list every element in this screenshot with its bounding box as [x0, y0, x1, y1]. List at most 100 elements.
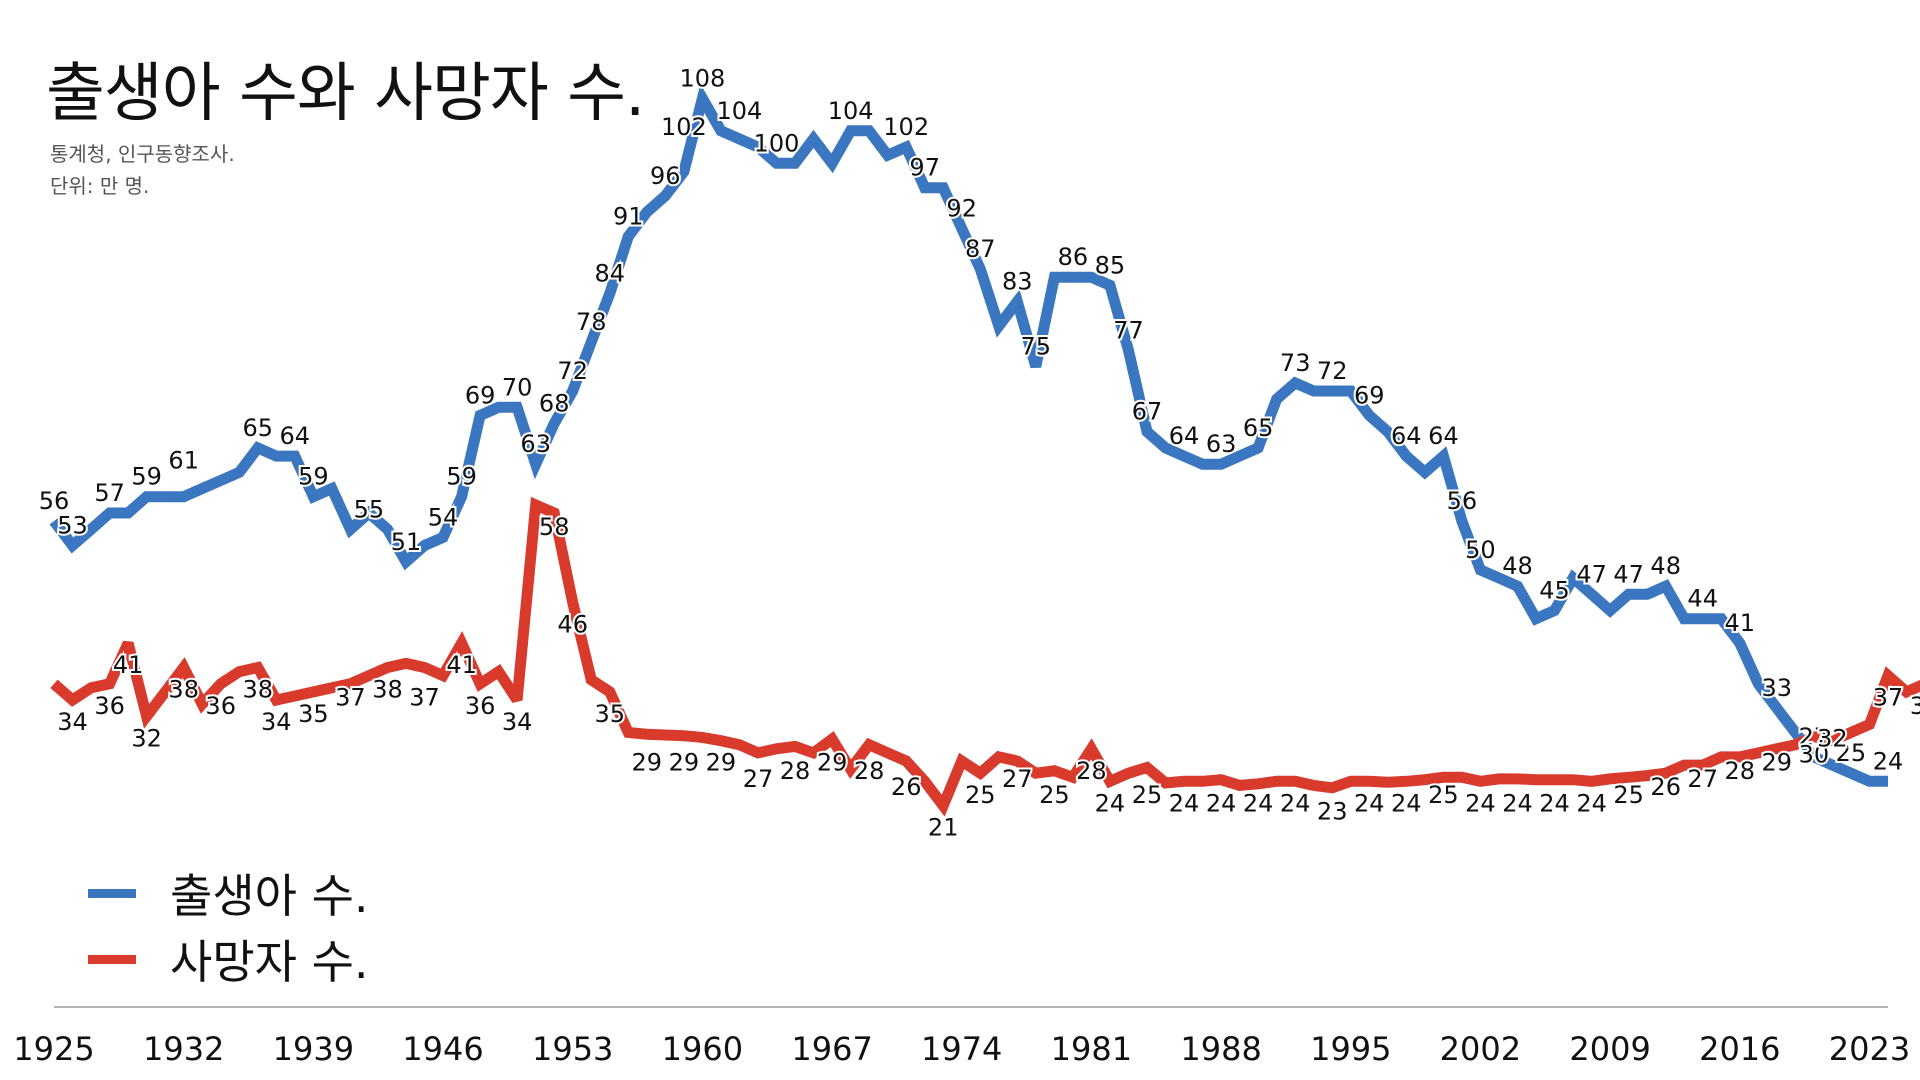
births-label-2010: 47 — [1613, 560, 1644, 588]
births-label-2014: 44 — [1687, 585, 1718, 613]
deaths-label-1934: 36 — [205, 692, 236, 720]
births-label-1944: 51 — [391, 528, 422, 556]
births-label-1994: 72 — [1317, 357, 1348, 385]
unit-note: 단위: 만 명. — [50, 174, 150, 198]
x-tick-label-1939: 1939 — [273, 1030, 354, 1068]
deaths-label-1959: 29 — [669, 749, 700, 777]
births-label-2016: 41 — [1725, 609, 1756, 637]
births-label-1960: 108 — [679, 64, 725, 92]
births-label-1946: 54 — [428, 503, 459, 531]
births-label-1952: 68 — [539, 390, 570, 418]
births-label-2004: 48 — [1502, 552, 1533, 580]
source-note: 통계청, 인구동향조사. — [50, 142, 235, 166]
deaths-label-2026: 36 — [1910, 692, 1920, 720]
deaths-label-1977: 27 — [1002, 765, 1033, 793]
x-tick-label-1995: 1995 — [1310, 1030, 1391, 1068]
births-label-1974: 92 — [946, 194, 977, 222]
x-tick-label-2009: 2009 — [1569, 1030, 1650, 1068]
chart-title: 출생아 수와 사망자 수. — [46, 57, 645, 131]
deaths-label-1945: 37 — [409, 684, 440, 712]
legend-swatch-births — [88, 888, 136, 898]
deaths-label-2002: 24 — [1465, 789, 1496, 817]
births-label-1964: 100 — [754, 129, 800, 157]
deaths-label-1930: 32 — [131, 724, 162, 752]
births-label-1978: 75 — [1021, 333, 1052, 361]
deaths-label-1953: 46 — [557, 610, 588, 638]
deaths-label-2021: 32 — [1817, 724, 1848, 752]
legend-label-births: 출생아 수. — [170, 869, 369, 923]
deaths-label-2014: 27 — [1687, 765, 1718, 793]
deaths-label-1952: 58 — [539, 513, 570, 541]
births-label-1925: 56 — [39, 487, 70, 515]
births-label-1926: 53 — [57, 512, 88, 540]
births-label-1951: 63 — [520, 430, 551, 458]
series-lines — [49, 83, 1920, 817]
births-label-1936: 65 — [243, 414, 274, 442]
deaths-label-1932: 38 — [168, 676, 199, 704]
x-tick-label-1946: 1946 — [402, 1030, 483, 1068]
births-label-1932: 61 — [168, 447, 199, 475]
births-label-1939: 59 — [298, 463, 329, 491]
births-label-1988: 63 — [1206, 430, 1237, 458]
deaths-label-2010: 25 — [1613, 781, 1644, 809]
deaths-label-1988: 24 — [1206, 789, 1237, 817]
births-label-2020: 27 — [1799, 723, 1830, 751]
x-tick-label-1925: 1925 — [13, 1030, 94, 1068]
deaths-label-2012: 26 — [1650, 773, 1681, 801]
births-label-2024: 24 — [1873, 747, 1904, 775]
births-label-1980: 86 — [1058, 243, 1089, 271]
births-label-1984: 67 — [1132, 398, 1163, 426]
births-label-1977: 83 — [1002, 268, 1033, 296]
deaths-label-2018: 29 — [1762, 749, 1793, 777]
deaths-label-1996: 24 — [1354, 789, 1385, 817]
births-label-1959: 102 — [661, 113, 707, 141]
births-label-2001: 56 — [1447, 487, 1478, 515]
x-tick-label-1988: 1988 — [1180, 1030, 1261, 1068]
legend-item-deaths: 사망자 수. — [88, 926, 369, 992]
deaths-label-1975: 25 — [965, 781, 996, 809]
deaths-label-2024: 37 — [1873, 684, 1904, 712]
x-tick-label-1974: 1974 — [921, 1030, 1002, 1068]
births-label-1968: 104 — [828, 97, 874, 125]
births-label-1972: 97 — [909, 154, 940, 182]
deaths-line — [50, 496, 1920, 817]
deaths-label-2016: 28 — [1725, 757, 1756, 785]
births-label-1954: 78 — [576, 308, 607, 336]
legend-swatch-deaths — [88, 954, 136, 964]
x-tick-label-1967: 1967 — [791, 1030, 872, 1068]
deaths-label-1950: 34 — [502, 708, 533, 736]
deaths-label-1973: 21 — [928, 814, 959, 842]
deaths-label-1948: 36 — [465, 692, 496, 720]
births-label-2006: 45 — [1539, 577, 1570, 605]
deaths-label-2004: 24 — [1502, 789, 1533, 817]
births-label-2012: 48 — [1650, 552, 1681, 580]
deaths-label-1941: 37 — [335, 684, 366, 712]
x-tick-label-1953: 1953 — [532, 1030, 613, 1068]
deaths-label-1990: 24 — [1243, 789, 1274, 817]
deaths-label-1984: 25 — [1132, 781, 1163, 809]
births-label-1983: 77 — [1113, 316, 1144, 344]
births-label-2022: 25 — [1836, 739, 1867, 767]
x-tick-label-1981: 1981 — [1051, 1030, 1132, 1068]
deaths-label-1986: 24 — [1169, 789, 1200, 817]
births-label-2000: 64 — [1428, 422, 1459, 450]
deaths-label-1971: 26 — [891, 773, 922, 801]
births-label-1962: 104 — [716, 97, 762, 125]
x-axis-ticks: 1925 1932 1939 1946 1953 1960 1967 1974 1981 1988… — [13, 1030, 1910, 1068]
deaths-label-1965: 28 — [780, 757, 811, 785]
deaths-label-1979: 25 — [1039, 781, 1070, 809]
deaths-label-1936: 38 — [243, 676, 274, 704]
deaths-label-1929: 41 — [113, 651, 144, 679]
deaths-label-1939: 35 — [298, 700, 329, 728]
x-tick-label-1932: 1932 — [143, 1030, 224, 1068]
births-label-1947: 59 — [446, 463, 477, 491]
births-label-1975: 87 — [965, 235, 996, 263]
births-label-1928: 57 — [94, 479, 125, 507]
births-label-1986: 64 — [1169, 422, 1200, 450]
births-label-1958: 96 — [650, 162, 681, 190]
births-label-1948: 69 — [465, 381, 496, 409]
chart-subtitle: 통계청, 인구동향조사. 단위: 만 명. — [50, 138, 235, 202]
births-line — [49, 83, 1888, 787]
births-label-1996: 69 — [1354, 381, 1385, 409]
x-tick-label-1960: 1960 — [662, 1030, 743, 1068]
